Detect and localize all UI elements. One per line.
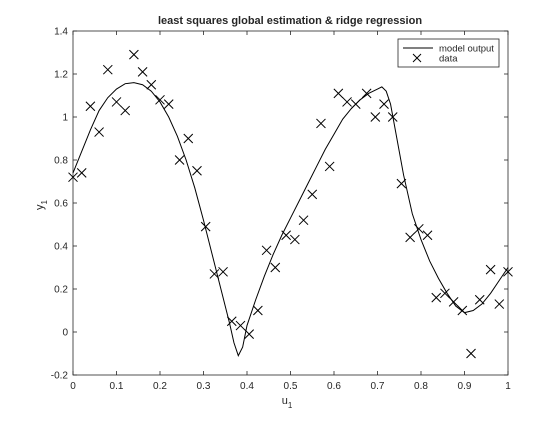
legend-marker-sample (412, 53, 422, 63)
data-point (129, 49, 139, 60)
data-point (387, 112, 398, 122)
data-series (68, 49, 513, 359)
data-point (111, 97, 122, 107)
data-point (457, 305, 468, 316)
data-point (102, 64, 113, 75)
data-point (94, 127, 104, 137)
y-axis-label-main: y (34, 204, 46, 210)
data-point (120, 105, 131, 116)
data-point (413, 223, 424, 234)
data-point (209, 269, 220, 279)
data-point (324, 161, 335, 172)
y-tick-label: 1.2 (54, 70, 68, 81)
y-axis-label-subscript: 1 (40, 199, 49, 204)
chart-title: least squares global estimation & ridge … (158, 15, 422, 27)
data-point (163, 99, 174, 109)
data-point (155, 94, 165, 105)
x-tick-label: 0.7 (371, 381, 385, 392)
data-point (270, 262, 281, 273)
y-tick-label: 0 (62, 328, 68, 339)
y-tick-label: 0.8 (54, 156, 68, 167)
x-tick-label: 0.6 (327, 381, 341, 392)
x-axis-label: u1 (282, 395, 293, 410)
data-point (422, 230, 433, 241)
model-output-series (72, 82, 509, 357)
y-tick-label: 0.4 (54, 242, 68, 253)
data-point (342, 97, 352, 107)
data-point (253, 305, 263, 316)
data-point (440, 288, 450, 299)
data-point (68, 172, 78, 183)
x-tick-label: 0.8 (414, 381, 428, 392)
x-tick-label: 0.1 (110, 381, 124, 392)
data-point (76, 168, 87, 178)
x-tick-label: 0.5 (284, 381, 298, 392)
data-point (200, 221, 211, 232)
x-tick-label: 1 (505, 381, 511, 392)
data-point (226, 316, 237, 327)
legend: model output data (397, 38, 500, 68)
y-tick-label: -0.2 (51, 371, 69, 382)
data-point (396, 178, 407, 189)
y-tick-label: 1.4 (54, 27, 68, 38)
data-point (146, 79, 157, 90)
x-tick-label: 0.3 (197, 381, 211, 392)
x-tick-label: 0.4 (240, 381, 254, 392)
y-tick-label: 0.2 (54, 285, 68, 296)
data-point (316, 118, 326, 129)
x-axis-label-main: u (282, 395, 288, 407)
data-point (298, 215, 309, 226)
data-point (244, 329, 255, 340)
plot-area (72, 30, 509, 376)
data-point (261, 245, 272, 256)
data-point (307, 189, 318, 200)
data-point (192, 165, 202, 176)
data-point (350, 99, 361, 109)
data-point (494, 299, 505, 309)
data-point (448, 297, 459, 307)
model-output-line (72, 82, 509, 357)
data-point (183, 133, 194, 144)
data-point (235, 320, 246, 331)
data-point (405, 232, 415, 243)
data-point (289, 234, 300, 245)
legend-label-data: data (439, 54, 458, 65)
x-tick-label: 0 (70, 381, 76, 392)
x-tick-label: 0.9 (458, 381, 472, 392)
data-point (474, 294, 485, 305)
data-point (431, 292, 442, 303)
y-axis-label: y1 (34, 199, 49, 210)
data-point (466, 348, 476, 359)
data-point (361, 88, 372, 99)
legend-box (397, 38, 500, 68)
data-point (281, 230, 292, 241)
x-axis-ticks: 0 0.1 0.2 0.3 0.4 0.5 0.6 0.7 0.8 0.9 1 (70, 31, 511, 392)
x-tick-label: 0.2 (153, 381, 167, 392)
data-point (137, 66, 148, 77)
data-point (485, 264, 496, 275)
x-axis-label-subscript: 1 (288, 401, 293, 410)
y-tick-label: 0.6 (54, 199, 68, 210)
y-tick-label: 1 (62, 113, 68, 124)
legend-label-model-output: model output (439, 44, 494, 55)
data-point (379, 99, 389, 109)
y-axis-ticks: -0.2 0 0.2 0.4 0.6 0.8 1 1.2 1.4 (51, 27, 508, 382)
data-point (85, 101, 96, 112)
data-point (370, 112, 381, 122)
data-point (503, 266, 513, 277)
data-point (174, 155, 185, 165)
data-point (333, 88, 344, 99)
data-point (218, 266, 228, 277)
